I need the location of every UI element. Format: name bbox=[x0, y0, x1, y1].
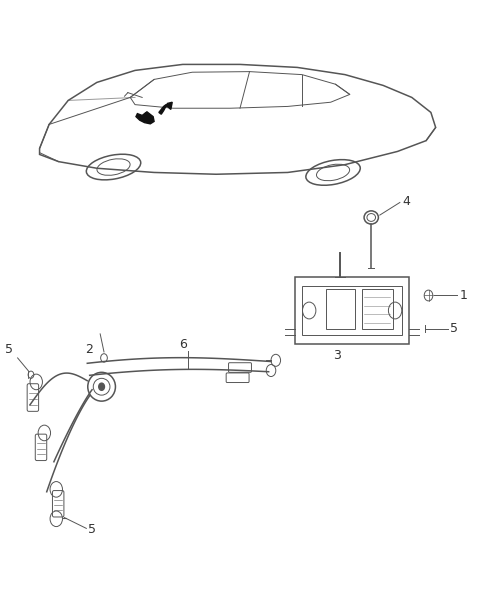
Text: 5: 5 bbox=[5, 343, 13, 356]
Polygon shape bbox=[159, 103, 172, 114]
Text: 2: 2 bbox=[85, 343, 93, 356]
Text: 4: 4 bbox=[402, 195, 410, 208]
Circle shape bbox=[99, 383, 105, 390]
Text: 3: 3 bbox=[333, 349, 341, 362]
Text: 5: 5 bbox=[88, 523, 96, 536]
Polygon shape bbox=[136, 112, 154, 124]
Text: 1: 1 bbox=[459, 289, 468, 302]
Text: 5: 5 bbox=[450, 322, 458, 335]
Text: 6: 6 bbox=[180, 338, 187, 351]
